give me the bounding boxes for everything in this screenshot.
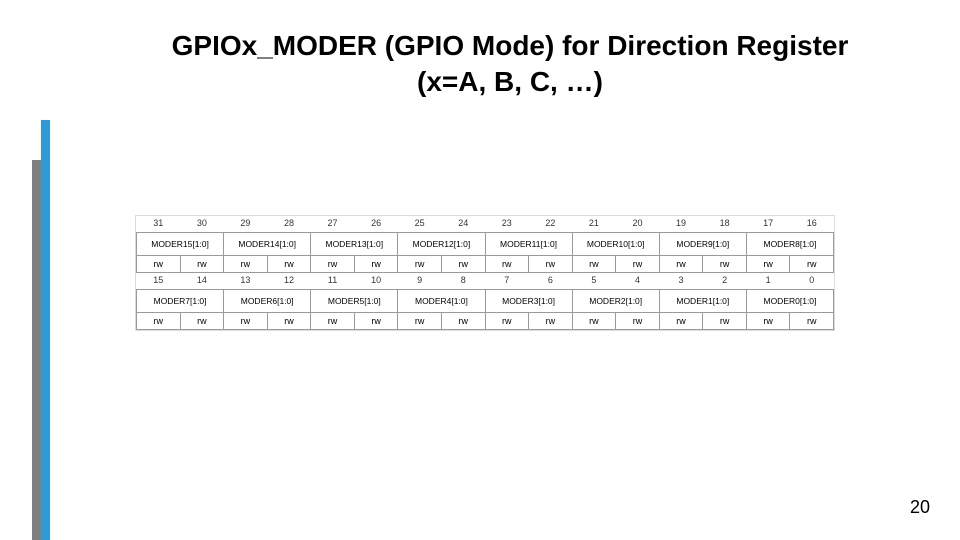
title-line-1: GPIOx_MODER (GPIO Mode) for Direction Re… bbox=[172, 30, 849, 61]
rw-row-high: rw rw rw rw rw rw rw rw rw rw rw rw rw r… bbox=[137, 256, 834, 273]
bit-cell: 21 bbox=[572, 216, 616, 233]
field-cell: MODER6[1:0] bbox=[224, 290, 311, 313]
bit-cell: 31 bbox=[137, 216, 181, 233]
rw-cell: rw bbox=[572, 256, 616, 273]
bit-cell: 20 bbox=[616, 216, 660, 233]
bit-cell: 30 bbox=[180, 216, 224, 233]
field-row-low: MODER7[1:0] MODER6[1:0] MODER5[1:0] MODE… bbox=[137, 290, 834, 313]
field-cell: MODER14[1:0] bbox=[224, 233, 311, 256]
rw-cell: rw bbox=[354, 313, 398, 330]
rw-row-low: rw rw rw rw rw rw rw rw rw rw rw rw rw r… bbox=[137, 313, 834, 330]
rw-cell: rw bbox=[137, 256, 181, 273]
rw-cell: rw bbox=[703, 313, 747, 330]
accent-grey bbox=[32, 160, 41, 540]
field-cell: MODER5[1:0] bbox=[311, 290, 398, 313]
accent-bar bbox=[32, 0, 50, 540]
bit-cell: 1 bbox=[746, 273, 790, 290]
bit-cell: 8 bbox=[441, 273, 485, 290]
field-cell: MODER4[1:0] bbox=[398, 290, 485, 313]
bit-cell: 16 bbox=[790, 216, 834, 233]
field-cell: MODER1[1:0] bbox=[659, 290, 746, 313]
rw-cell: rw bbox=[616, 313, 660, 330]
rw-cell: rw bbox=[529, 256, 573, 273]
register-table: 31 30 29 28 27 26 25 24 23 22 21 20 19 1… bbox=[135, 215, 835, 331]
bit-cell: 0 bbox=[790, 273, 834, 290]
page-number: 20 bbox=[910, 497, 930, 518]
bit-cell: 11 bbox=[311, 273, 355, 290]
field-cell: MODER8[1:0] bbox=[746, 233, 833, 256]
accent-blue bbox=[41, 120, 50, 540]
bit-cell: 25 bbox=[398, 216, 442, 233]
bit-cell: 19 bbox=[659, 216, 703, 233]
rw-cell: rw bbox=[746, 256, 790, 273]
bit-cell: 15 bbox=[137, 273, 181, 290]
field-cell: MODER13[1:0] bbox=[311, 233, 398, 256]
rw-cell: rw bbox=[180, 313, 224, 330]
bit-cell: 2 bbox=[703, 273, 747, 290]
field-cell: MODER9[1:0] bbox=[659, 233, 746, 256]
bit-cell: 18 bbox=[703, 216, 747, 233]
field-cell: MODER0[1:0] bbox=[746, 290, 833, 313]
rw-cell: rw bbox=[485, 256, 529, 273]
bit-cell: 29 bbox=[224, 216, 268, 233]
bit-cell: 27 bbox=[311, 216, 355, 233]
bit-cell: 28 bbox=[267, 216, 311, 233]
rw-cell: rw bbox=[398, 313, 442, 330]
rw-cell: rw bbox=[180, 256, 224, 273]
rw-cell: rw bbox=[616, 256, 660, 273]
bit-cell: 12 bbox=[267, 273, 311, 290]
rw-cell: rw bbox=[746, 313, 790, 330]
bit-cell: 9 bbox=[398, 273, 442, 290]
rw-cell: rw bbox=[659, 256, 703, 273]
rw-cell: rw bbox=[529, 313, 573, 330]
bit-row-low: 15 14 13 12 11 10 9 8 7 6 5 4 3 2 1 0 bbox=[137, 273, 834, 290]
field-cell: MODER11[1:0] bbox=[485, 233, 572, 256]
field-cell: MODER15[1:0] bbox=[137, 233, 224, 256]
bit-cell: 14 bbox=[180, 273, 224, 290]
rw-cell: rw bbox=[790, 256, 834, 273]
bit-row-high: 31 30 29 28 27 26 25 24 23 22 21 20 19 1… bbox=[137, 216, 834, 233]
rw-cell: rw bbox=[224, 313, 268, 330]
rw-cell: rw bbox=[311, 256, 355, 273]
bit-cell: 10 bbox=[354, 273, 398, 290]
bit-cell: 7 bbox=[485, 273, 529, 290]
rw-cell: rw bbox=[267, 256, 311, 273]
bit-cell: 23 bbox=[485, 216, 529, 233]
rw-cell: rw bbox=[137, 313, 181, 330]
field-row-high: MODER15[1:0] MODER14[1:0] MODER13[1:0] M… bbox=[137, 233, 834, 256]
field-cell: MODER2[1:0] bbox=[572, 290, 659, 313]
rw-cell: rw bbox=[703, 256, 747, 273]
rw-cell: rw bbox=[354, 256, 398, 273]
rw-cell: rw bbox=[224, 256, 268, 273]
bit-cell: 3 bbox=[659, 273, 703, 290]
bit-cell: 13 bbox=[224, 273, 268, 290]
bit-cell: 24 bbox=[441, 216, 485, 233]
rw-cell: rw bbox=[441, 256, 485, 273]
bit-cell: 17 bbox=[746, 216, 790, 233]
bit-cell: 5 bbox=[572, 273, 616, 290]
field-cell: MODER12[1:0] bbox=[398, 233, 485, 256]
bit-cell: 26 bbox=[354, 216, 398, 233]
bit-cell: 4 bbox=[616, 273, 660, 290]
field-cell: MODER7[1:0] bbox=[137, 290, 224, 313]
rw-cell: rw bbox=[485, 313, 529, 330]
bit-cell: 22 bbox=[529, 216, 573, 233]
slide-title: GPIOx_MODER (GPIO Mode) for Direction Re… bbox=[120, 28, 900, 101]
rw-cell: rw bbox=[267, 313, 311, 330]
rw-cell: rw bbox=[311, 313, 355, 330]
rw-cell: rw bbox=[441, 313, 485, 330]
field-cell: MODER10[1:0] bbox=[572, 233, 659, 256]
rw-cell: rw bbox=[572, 313, 616, 330]
title-line-2: (x=A, B, C, …) bbox=[417, 66, 603, 97]
rw-cell: rw bbox=[790, 313, 834, 330]
bit-cell: 6 bbox=[529, 273, 573, 290]
field-cell: MODER3[1:0] bbox=[485, 290, 572, 313]
rw-cell: rw bbox=[398, 256, 442, 273]
rw-cell: rw bbox=[659, 313, 703, 330]
